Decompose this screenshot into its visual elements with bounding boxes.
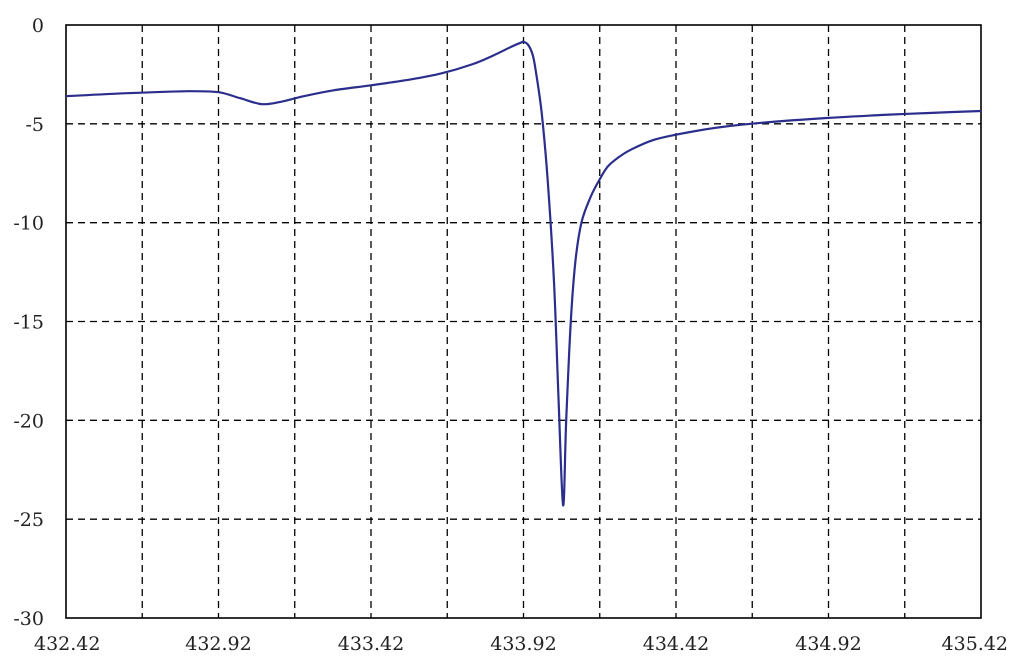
series-layer [64, 40, 983, 507]
x-tick-label: 435.42 [942, 633, 1008, 655]
x-axis-ticks: 432.42 432.92 433.42 433.92 434.42 434.92 435.… [34, 633, 1008, 655]
y-tick-label: 0 [32, 15, 44, 37]
grid-lines [66, 25, 981, 618]
plot-frame [65, 24, 982, 619]
x-tick-label: 432.42 [34, 633, 100, 655]
x-tick-label: 433.92 [490, 633, 556, 655]
y-tick-label: -30 [13, 608, 44, 630]
y-axis-ticks: 0 -5 -10 -15 -20 -25 -30 [13, 15, 44, 630]
x-tick-label: 434.92 [795, 633, 861, 655]
x-tick-label: 434.42 [643, 633, 709, 655]
y-tick-label: -15 [13, 312, 44, 334]
x-tick-label: 433.42 [338, 633, 404, 655]
y-tick-label: -25 [13, 509, 44, 531]
series-line-0 [64, 40, 983, 507]
y-tick-label: -5 [25, 114, 44, 136]
y-tick-label: -10 [13, 213, 44, 235]
y-tick-label: -20 [13, 410, 44, 432]
x-tick-label: 432.92 [185, 633, 251, 655]
